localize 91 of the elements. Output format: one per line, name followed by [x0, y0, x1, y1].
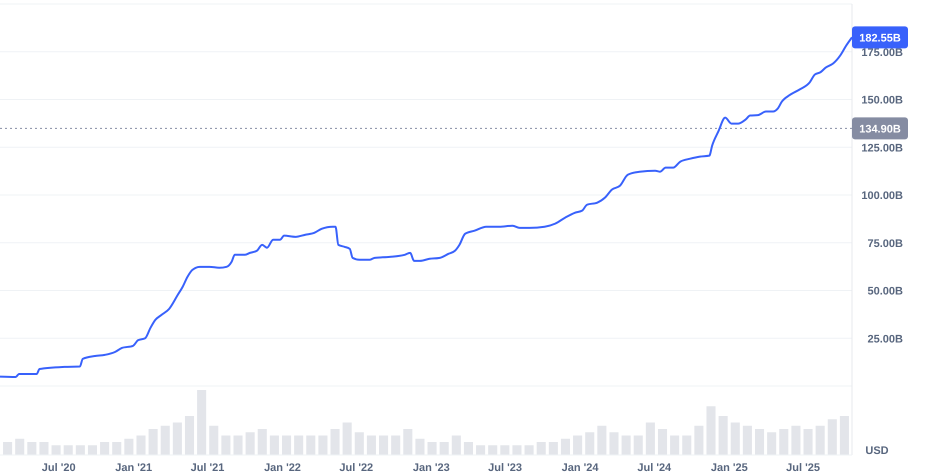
- bar: [634, 436, 643, 455]
- bar: [379, 436, 388, 455]
- bar: [124, 438, 134, 455]
- bar: [706, 406, 716, 455]
- ref-line-label: 134.90B: [859, 123, 901, 136]
- bar: [403, 429, 412, 455]
- bar: [682, 436, 692, 455]
- bar: [221, 436, 230, 455]
- bar: [524, 445, 534, 455]
- bar: [767, 432, 776, 455]
- x-tick-label: Jan '24: [562, 462, 600, 474]
- bar: [15, 438, 24, 455]
- y-tick-label: 100.00B: [861, 190, 904, 202]
- x-tick-label: Jan '23: [412, 462, 450, 474]
- x-tick-label: Jan '25: [710, 462, 748, 474]
- x-tick-label: Jul '25: [786, 462, 820, 474]
- bar: [330, 429, 340, 455]
- bar: [609, 432, 619, 455]
- x-tick-label: Jan '22: [264, 462, 301, 474]
- bar: [148, 429, 158, 455]
- bar: [488, 445, 498, 455]
- bar: [294, 436, 304, 455]
- y-tick-label: 75.00B: [868, 238, 904, 250]
- bar: [415, 438, 424, 455]
- bar: [88, 445, 98, 455]
- bar: [270, 436, 279, 455]
- y-tick-label: 175.00B: [861, 46, 904, 59]
- bar: [136, 436, 146, 455]
- bar: [585, 432, 594, 455]
- bar: [52, 445, 61, 455]
- bar: [354, 432, 364, 455]
- bar: [646, 422, 655, 455]
- bar: [27, 442, 36, 455]
- bar: [76, 445, 85, 455]
- x-tick-label: Jul '21: [190, 462, 224, 474]
- bar: [391, 436, 400, 455]
- bar: [828, 419, 837, 455]
- y-tick-label: 125.00B: [861, 142, 904, 154]
- y-tick-label: 150.00B: [861, 94, 904, 106]
- bar: [112, 442, 122, 455]
- bar: [560, 438, 570, 455]
- bar: [452, 436, 461, 455]
- x-tick-label: Jul '20: [42, 462, 76, 474]
- bar: [233, 436, 243, 455]
- bar: [779, 429, 788, 455]
- bar: [342, 422, 352, 455]
- x-tick-label: Jul '22: [339, 462, 374, 474]
- y-axis-title: USD: [865, 445, 889, 457]
- bar: [209, 426, 218, 455]
- bar: [258, 429, 267, 455]
- bar: [754, 429, 764, 455]
- bar: [573, 436, 582, 455]
- y-tick-label: 50.00B: [868, 286, 904, 298]
- bar: [160, 426, 170, 455]
- bar: [476, 445, 486, 455]
- bar: [803, 429, 813, 455]
- bar: [197, 390, 206, 455]
- x-tick-label: Jul '24: [637, 462, 672, 474]
- annotation: 182.55B: [859, 32, 901, 44]
- bar: [366, 436, 376, 455]
- bar: [622, 436, 631, 455]
- bar: [536, 442, 546, 455]
- bar: [512, 445, 522, 455]
- bar: [694, 426, 704, 455]
- bar: [816, 426, 825, 455]
- bar: [318, 436, 328, 455]
- bar: [440, 442, 449, 455]
- bar: [282, 436, 292, 455]
- bar: [64, 445, 73, 455]
- bar: [742, 426, 752, 455]
- bar: [730, 422, 740, 455]
- bar: [658, 429, 668, 455]
- bar: [548, 442, 558, 455]
- bar: [791, 426, 800, 455]
- bar: [306, 436, 316, 455]
- bar: [172, 422, 182, 455]
- bar: [3, 442, 12, 455]
- bar: [100, 442, 110, 455]
- bar: [428, 442, 437, 455]
- bar: [597, 426, 606, 455]
- x-tick-label: Jan '21: [115, 462, 152, 474]
- bar: [246, 432, 255, 455]
- x-tick-label: Jul '23: [488, 462, 522, 474]
- bar: [840, 416, 849, 455]
- bar: [464, 442, 473, 455]
- bar: [39, 442, 49, 455]
- bar: [670, 436, 680, 455]
- bar: [718, 416, 728, 455]
- y-tick-label: 25.00B: [868, 333, 904, 346]
- bar: [500, 445, 510, 455]
- bar: [184, 416, 194, 455]
